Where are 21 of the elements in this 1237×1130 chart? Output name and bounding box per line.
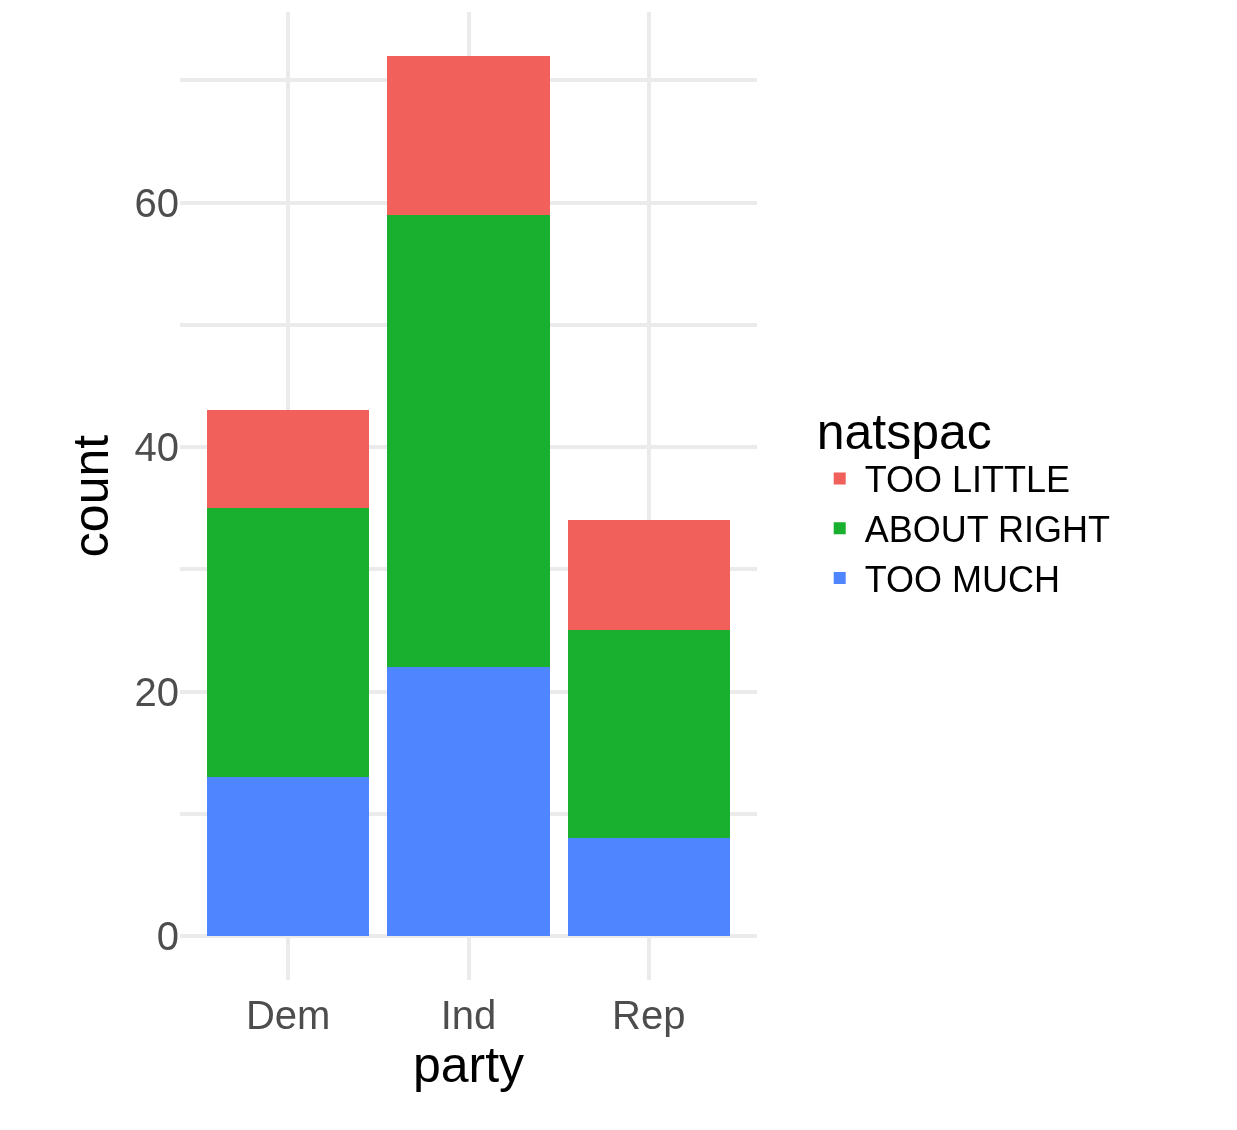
bar [387, 667, 550, 936]
legend-label: TOO MUCH [864, 559, 1061, 601]
bar [567, 520, 730, 631]
legend-title: natspac [816, 403, 992, 460]
x-tick-label: Rep [612, 993, 686, 1037]
bar [207, 777, 370, 936]
y-tick-label: 60 [134, 180, 179, 225]
x-tick-label: Dem [245, 993, 331, 1037]
legend-label: TOO LITTLE [864, 459, 1071, 501]
y-tick-label: 0 [156, 914, 179, 958]
bar [207, 410, 370, 509]
bar [567, 630, 730, 839]
bar [387, 56, 550, 215]
bar [567, 838, 730, 936]
y-tick-label: 40 [134, 425, 179, 470]
y-tick-label: 20 [134, 669, 179, 714]
x-tick-label: Ind [440, 993, 497, 1037]
bar [207, 508, 370, 778]
x-axis-title: party [412, 1037, 525, 1093]
y-axis-title: count [62, 434, 119, 558]
legend-label: ABOUT RIGHT [864, 509, 1111, 551]
